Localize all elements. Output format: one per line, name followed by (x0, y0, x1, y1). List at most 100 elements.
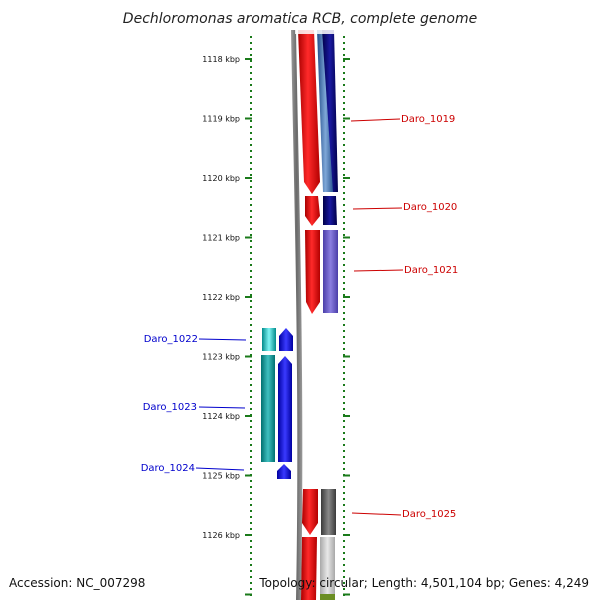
tick-mark (250, 252, 252, 254)
tick-mark (343, 510, 345, 512)
gene-navy-2[interactable] (323, 196, 337, 225)
tick-mark (343, 330, 345, 332)
tick-mark (250, 102, 252, 104)
major-tick (245, 236, 252, 239)
tick-mark (250, 198, 252, 200)
gene-red-2[interactable] (305, 196, 320, 226)
tick-mark (250, 204, 252, 206)
tick-mark (250, 66, 252, 68)
ruler-label: 1120 kbp (202, 174, 240, 183)
tick-mark (250, 558, 252, 560)
leader-daro-1024 (195, 467, 245, 471)
tick-mark (250, 450, 252, 452)
gene-red-3[interactable] (305, 230, 320, 314)
tick-mark (343, 438, 345, 440)
tick-mark (250, 240, 252, 242)
tick-mark (343, 36, 345, 38)
leader-daro-1019 (350, 118, 401, 122)
gene-label-daro-1022[interactable]: Daro_1022 (144, 334, 198, 345)
tick-mark (343, 96, 345, 98)
tick-mark (250, 96, 252, 98)
major-tick (343, 117, 350, 120)
tick-mark (343, 150, 345, 152)
tick-mark (250, 312, 252, 314)
tick-mark (250, 90, 252, 92)
tick-mark (250, 246, 252, 248)
gene-lavender[interactable] (323, 230, 338, 313)
tick-mark (250, 510, 252, 512)
tick-mark (343, 588, 345, 590)
tick-mark (250, 354, 252, 356)
tick-mark (250, 120, 252, 122)
tick-mark (250, 132, 252, 134)
tick-mark (250, 276, 252, 278)
gene-steel[interactable] (317, 30, 334, 192)
tick-mark (250, 84, 252, 86)
tick-mark (250, 318, 252, 320)
gene-navy-1[interactable] (322, 30, 338, 192)
tick-mark (250, 300, 252, 302)
gene-label-daro-1024[interactable]: Daro_1024 (141, 463, 195, 474)
gene-teal[interactable] (261, 355, 275, 462)
tick-mark (250, 390, 252, 392)
tick-mark (343, 366, 345, 368)
tick-mark (343, 486, 345, 488)
tick-mark (343, 336, 345, 338)
tick-mark (250, 294, 252, 296)
ruler-label: 1122 kbp (202, 293, 240, 302)
major-tick (245, 296, 252, 298)
genome-backbone (291, 30, 303, 600)
tick-mark (343, 480, 345, 482)
gene-label-daro-1021[interactable]: Daro_1021 (404, 265, 458, 276)
tick-mark (250, 516, 252, 518)
tick-mark (343, 540, 345, 542)
gene-gray[interactable] (321, 489, 336, 535)
gene-olive[interactable] (320, 594, 335, 600)
tick-mark (343, 216, 345, 218)
tick-mark (250, 570, 252, 572)
gene-label-daro-1020[interactable]: Daro_1020 (403, 202, 457, 213)
gene-blue-1[interactable] (279, 328, 293, 351)
tick-mark (343, 528, 345, 530)
reverse-gene-labels: Daro_1022 Daro_1023 Daro_1024 (141, 334, 247, 474)
tick-mark (343, 90, 345, 92)
tick-mark (250, 48, 252, 50)
tick-mark (250, 156, 252, 158)
tick-mark (250, 462, 252, 464)
tick-mark (343, 84, 345, 86)
tick-mark (250, 378, 252, 380)
gene-lightgray[interactable] (320, 537, 335, 594)
tick-mark (250, 180, 252, 182)
tick-mark (343, 372, 345, 374)
tick-mark (250, 444, 252, 446)
gene-label-daro-1025[interactable]: Daro_1025 (402, 509, 456, 520)
leader-daro-1021 (353, 269, 404, 272)
tick-mark (250, 396, 252, 398)
leader-daro-1025 (351, 512, 402, 516)
tick-mark (250, 528, 252, 530)
gene-label-daro-1019[interactable]: Daro_1019 (401, 114, 455, 125)
leader-daro-1022 (198, 338, 247, 341)
tick-mark (250, 552, 252, 554)
tick-mark (343, 72, 345, 74)
accession-text: Accession: NC_007298 (9, 576, 145, 590)
forward-gene-labels: Daro_1019 Daro_1020 Daro_1021 Daro_1025 (350, 114, 458, 520)
tick-mark (343, 288, 345, 290)
tick-mark (250, 522, 252, 524)
gene-red-5[interactable] (301, 537, 317, 600)
tick-mark (250, 144, 252, 146)
tick-mark (343, 222, 345, 224)
gene-red-1[interactable] (298, 30, 320, 194)
major-tick (343, 236, 350, 239)
gene-blue-3[interactable] (277, 464, 291, 479)
gene-blue-2[interactable] (278, 356, 292, 462)
tick-mark (343, 498, 345, 500)
tick-mark (343, 156, 345, 158)
tick-mark (250, 258, 252, 260)
tick-mark (343, 144, 345, 146)
gene-red-4[interactable] (302, 489, 318, 535)
tick-mark (343, 450, 345, 452)
gene-cyan[interactable] (262, 328, 276, 351)
gene-label-daro-1023[interactable]: Daro_1023 (143, 402, 197, 413)
